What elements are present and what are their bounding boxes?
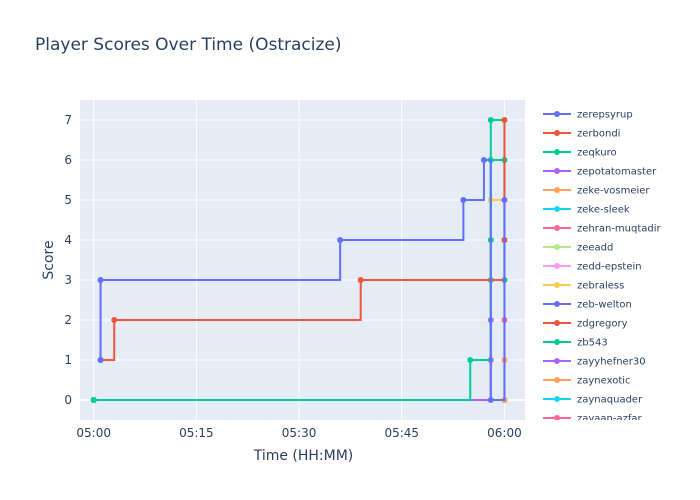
- legend-marker: [554, 206, 560, 212]
- data-point[interactable]: [501, 117, 508, 123]
- legend-marker: [554, 339, 560, 345]
- y-axis-title: Score: [41, 240, 57, 279]
- legend-item-zepotatomaster[interactable]: zepotatomaster: [543, 167, 657, 178]
- legend-marker: [554, 111, 560, 117]
- data-point[interactable]: [487, 117, 494, 123]
- legend-item-zaynaquader[interactable]: zaynaquader: [543, 395, 643, 406]
- legend-marker: [554, 415, 560, 420]
- legend-item-zaynexotic[interactable]: zaynexotic: [543, 376, 631, 387]
- y-tick-label: 2: [64, 313, 72, 327]
- y-tick-label: 4: [64, 233, 72, 247]
- data-point[interactable]: [487, 397, 494, 403]
- data-point[interactable]: [97, 357, 104, 363]
- legend-item-zeqkuro[interactable]: zeqkuro: [543, 148, 617, 159]
- x-axis-title: Time (HH:MM): [253, 448, 354, 464]
- data-point[interactable]: [467, 357, 474, 363]
- legend-marker: [554, 396, 560, 402]
- legend-label: zedd-epstein: [577, 262, 642, 273]
- legend-item-zeeadd[interactable]: zeeadd: [543, 243, 613, 254]
- x-tick-label: 05:15: [179, 426, 214, 440]
- legend-item-zeke-sleek[interactable]: zeke-sleek: [543, 205, 630, 216]
- legend-label: zayaan-azfar: [577, 414, 643, 425]
- legend-marker: [554, 187, 560, 193]
- legend-item-zedd-epstein[interactable]: zedd-epstein: [543, 262, 642, 273]
- data-point[interactable]: [480, 157, 487, 163]
- legend-label: zaynaquader: [577, 395, 643, 406]
- plot-area: [80, 100, 525, 420]
- legend-marker: [554, 377, 560, 383]
- legend-item-zerepsyrup[interactable]: zerepsyrup: [543, 110, 633, 121]
- legend-label: zeb-welton: [577, 300, 632, 311]
- legend-item-zdgregory[interactable]: zdgregory: [543, 319, 628, 330]
- legend-item-zeb-welton[interactable]: zeb-welton: [543, 300, 632, 311]
- legend-item-zebraless[interactable]: zebraless: [543, 281, 624, 292]
- legend-marker: [554, 149, 560, 155]
- legend-marker: [554, 168, 560, 174]
- y-tick-label: 5: [64, 193, 72, 207]
- legend-label: zeke-vosmeier: [577, 186, 650, 197]
- legend-marker: [554, 244, 560, 250]
- legend-marker: [554, 225, 560, 231]
- data-point[interactable]: [337, 237, 344, 243]
- y-tick-label: 7: [64, 113, 72, 127]
- legend-label: zayyhefner30: [577, 357, 646, 368]
- legend-marker: [554, 282, 560, 288]
- legend-marker: [554, 320, 560, 326]
- legend-label: zerepsyrup: [577, 110, 633, 121]
- legend-label: zaynexotic: [577, 376, 631, 387]
- legend-label: zdgregory: [577, 319, 628, 330]
- data-point[interactable]: [501, 197, 508, 203]
- legend-label: zerbondi: [577, 129, 620, 140]
- legend-marker: [554, 358, 560, 364]
- data-point[interactable]: [90, 397, 97, 403]
- y-axis-ticks: 0 1 2 3 4 5 6 7: [64, 113, 72, 407]
- series-layer: [90, 117, 508, 403]
- legend-item-zehran-muqtadir[interactable]: zehran-muqtadir: [543, 224, 662, 235]
- legend-label: zepotatomaster: [577, 167, 657, 178]
- legend-marker: [554, 301, 560, 307]
- series-zerepsyrup: [97, 157, 508, 403]
- y-tick-label: 3: [64, 273, 72, 287]
- chart-title: Player Scores Over Time (Ostracize): [35, 35, 342, 55]
- legend-item-zayyhefner30[interactable]: zayyhefner30: [543, 357, 646, 368]
- x-tick-label: 05:00: [76, 426, 111, 440]
- x-tick-label: 05:30: [282, 426, 317, 440]
- legend-item-zeke-vosmeier[interactable]: zeke-vosmeier: [543, 186, 650, 197]
- legend-item-zerbondi[interactable]: zerbondi: [543, 129, 620, 140]
- data-point[interactable]: [97, 277, 104, 283]
- legend[interactable]: zerepsyrup zerbondi zeqkuro zepotatomaster z…: [543, 110, 662, 425]
- legend-item-zb543[interactable]: zb543: [543, 338, 608, 349]
- legend-marker: [554, 130, 560, 136]
- legend-label: zeke-sleek: [577, 205, 630, 216]
- legend-label: zeeadd: [577, 243, 613, 254]
- y-tick-label: 0: [64, 393, 72, 407]
- x-tick-label: 05:45: [384, 426, 419, 440]
- data-point[interactable]: [111, 317, 118, 323]
- legend-label: zb543: [577, 338, 608, 349]
- y-tick-label: 6: [64, 153, 72, 167]
- legend-label: zebraless: [577, 281, 624, 292]
- legend-label: zehran-muqtadir: [577, 224, 662, 235]
- y-tick-label: 1: [64, 353, 72, 367]
- legend-marker: [554, 263, 560, 269]
- legend-label: zeqkuro: [577, 148, 617, 159]
- data-point[interactable]: [357, 277, 364, 283]
- x-tick-label: 06:00: [487, 426, 522, 440]
- legend-item-zayaan-azfar[interactable]: zayaan-azfar: [543, 414, 643, 425]
- x-axis-ticks: 05:00 05:15 05:30 05:45 06:00: [76, 426, 521, 440]
- data-point[interactable]: [460, 197, 467, 203]
